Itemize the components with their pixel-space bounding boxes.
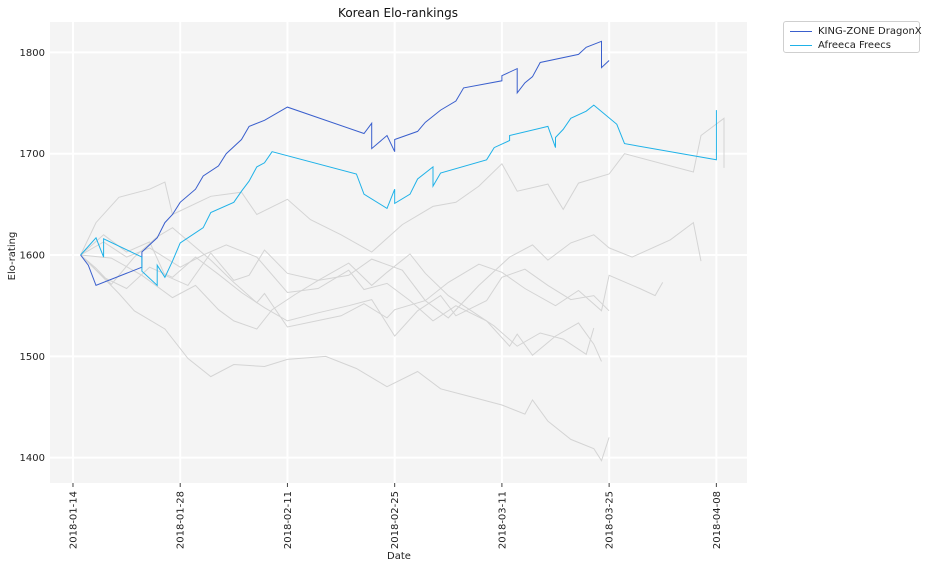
x-axis-ticks: 2018-01-14 2018-01-28 2018-02-11 2018-02-25… xyxy=(68,483,723,549)
legend: KING-ZONE DragonX Afreeca Freecs xyxy=(783,21,922,53)
legend-swatch-king-zone xyxy=(790,31,812,32)
legend-item-afreeca: Afreeca Freecs xyxy=(790,39,891,52)
y-axis-ticks: 1400 1500 1600 1700 1800 xyxy=(20,48,45,464)
legend-swatch-afreeca xyxy=(790,45,812,46)
y-tick-label: 1600 xyxy=(20,251,45,262)
x-tick-label: 2018-03-25 xyxy=(605,491,616,549)
team-line-5 xyxy=(80,254,610,462)
y-tick-label: 1400 xyxy=(20,453,45,464)
legend-label: KING-ZONE DragonX xyxy=(818,26,922,37)
x-tick-label: 2018-02-11 xyxy=(283,491,294,549)
other-teams-lines xyxy=(80,117,725,462)
highlighted-team-lines xyxy=(80,40,717,287)
team-line-7 xyxy=(80,241,602,362)
team-line-6 xyxy=(80,253,595,356)
legend-item-king-zone: KING-ZONE DragonX xyxy=(790,25,922,38)
team-line-1 xyxy=(80,117,725,256)
legend-label: Afreeca Freecs xyxy=(818,40,891,51)
team-line-4 xyxy=(80,254,610,337)
y-tick-label: 1800 xyxy=(20,48,45,59)
y-axis-label: Elo-rating xyxy=(7,232,18,281)
y-tick-label: 1500 xyxy=(20,352,45,363)
series-line-king-zone xyxy=(80,40,610,287)
x-tick-label: 2018-03-11 xyxy=(497,491,508,549)
x-axis-label: Date xyxy=(387,551,411,562)
grid-lines xyxy=(50,22,747,483)
x-tick-label: 2018-04-08 xyxy=(712,491,723,549)
series-line-afreeca xyxy=(80,104,717,287)
x-tick-label: 2018-01-28 xyxy=(176,491,187,549)
team-line-3 xyxy=(80,227,664,328)
x-tick-label: 2018-01-14 xyxy=(68,491,79,549)
chart-title: Korean Elo-rankings xyxy=(338,6,458,20)
team-line-2 xyxy=(80,221,702,319)
plot-area xyxy=(50,22,747,483)
y-tick-label: 1700 xyxy=(20,149,45,160)
x-tick-label: 2018-02-25 xyxy=(390,491,401,549)
